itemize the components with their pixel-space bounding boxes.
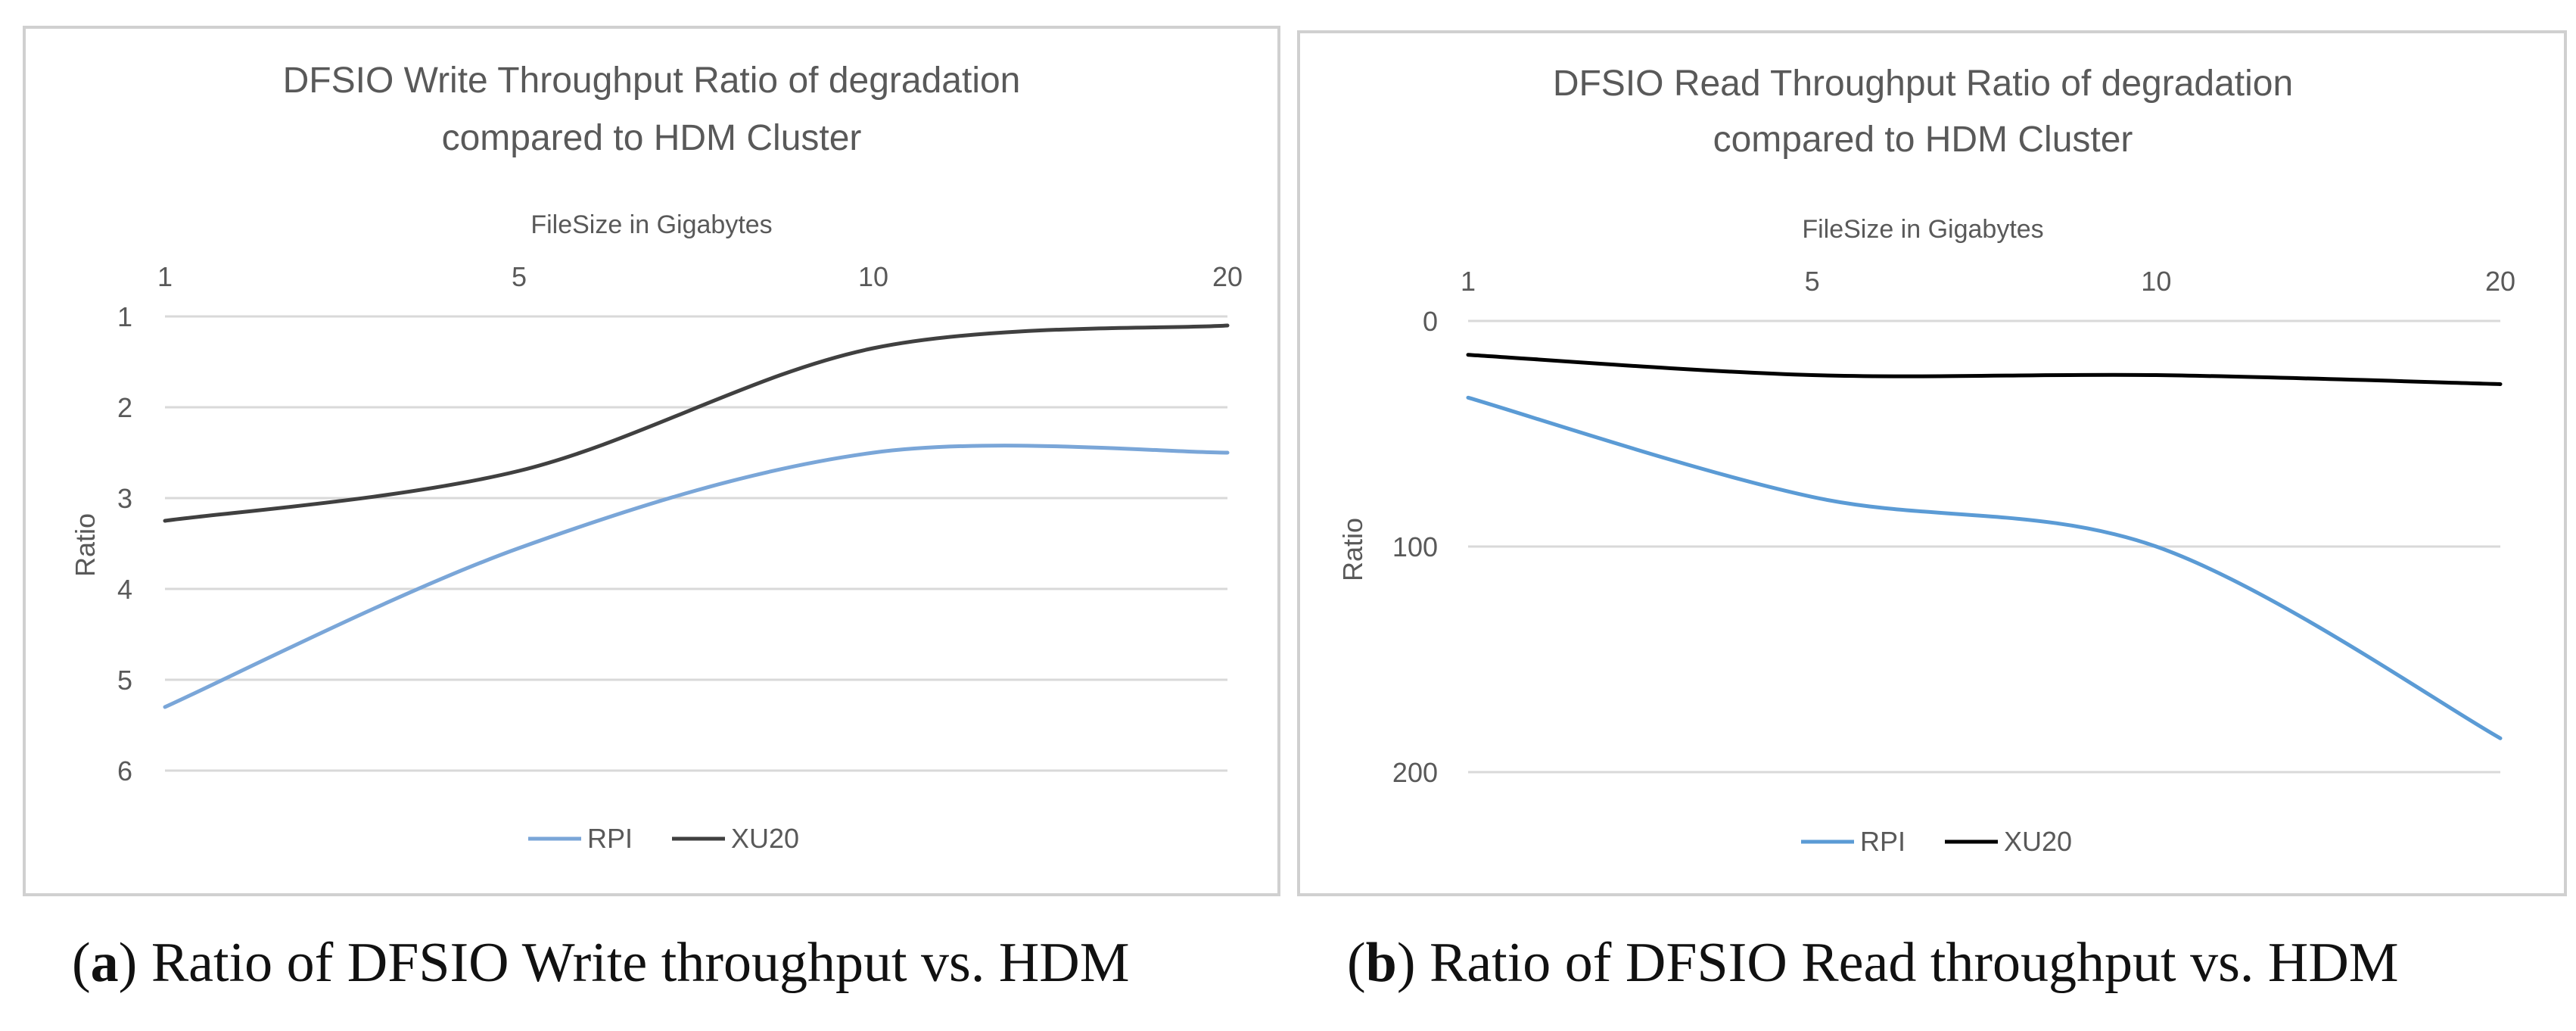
y-tick-label: 5 [117, 665, 132, 696]
x-tick-label: 20 [2485, 266, 2515, 297]
chart-panel-read: DFSIO Read Throughput Ratio of degradati… [1286, 0, 2576, 1031]
x-tick-label: 1 [1461, 266, 1476, 297]
y-axis-label: Ratio [1337, 518, 1368, 581]
legend-label-rpi: RPI [587, 823, 633, 854]
series-line-xu20 [163, 323, 1230, 523]
legend-label-rpi: RPI [1860, 826, 1906, 857]
chart-title-line-2: compared to HDM Cluster [442, 118, 862, 158]
x-axis-label: FileSize in Gigabytes [1802, 215, 2043, 244]
caption-write: (a) Ratio of DFSIO Write throughput vs. … [72, 932, 1130, 994]
chart-panel-write: DFSIO Write Throughput Ratio of degradat… [0, 0, 1286, 1031]
x-tick-label: 10 [858, 261, 888, 292]
chart-title-line-1: DFSIO Read Throughput Ratio of degradati… [1553, 64, 2293, 104]
legend-label-xu20: XU20 [731, 823, 799, 854]
y-axis-label: Ratio [70, 513, 101, 577]
chart-write-svg: DFSIO Write Throughput Ratio of degradat… [23, 26, 1280, 896]
chart-frame [1297, 30, 2567, 896]
series-line-xu20 [1466, 353, 2503, 386]
y-tick-label: 1 [117, 301, 132, 332]
chart-title-line-2: compared to HDM Cluster [1713, 120, 2133, 160]
x-tick-label: 5 [1805, 266, 1820, 297]
y-tick-label: 200 [1392, 757, 1438, 788]
y-tick-label: 2 [117, 392, 132, 423]
x-axis-label: FileSize in Gigabytes [530, 210, 772, 239]
legend-label-xu20: XU20 [2004, 826, 2072, 857]
x-tick-label: 10 [2141, 266, 2171, 297]
chart-read-svg: DFSIO Read Throughput Ratio of degradati… [1297, 30, 2567, 896]
x-tick-label: 1 [157, 261, 173, 292]
y-tick-label: 3 [117, 483, 132, 514]
y-tick-label: 6 [117, 755, 132, 786]
x-tick-label: 5 [512, 261, 527, 292]
series-line-rpi [163, 444, 1230, 709]
y-tick-label: 0 [1423, 306, 1438, 337]
caption-read: (b) Ratio of DFSIO Read throughput vs. H… [1347, 932, 2399, 994]
chart-title-line-1: DFSIO Write Throughput Ratio of degradat… [283, 61, 1021, 101]
x-tick-label: 20 [1212, 261, 1243, 292]
y-tick-label: 100 [1392, 531, 1438, 562]
series-line-rpi [1466, 395, 2503, 740]
chart-frame [23, 26, 1280, 896]
y-tick-label: 4 [117, 574, 132, 605]
